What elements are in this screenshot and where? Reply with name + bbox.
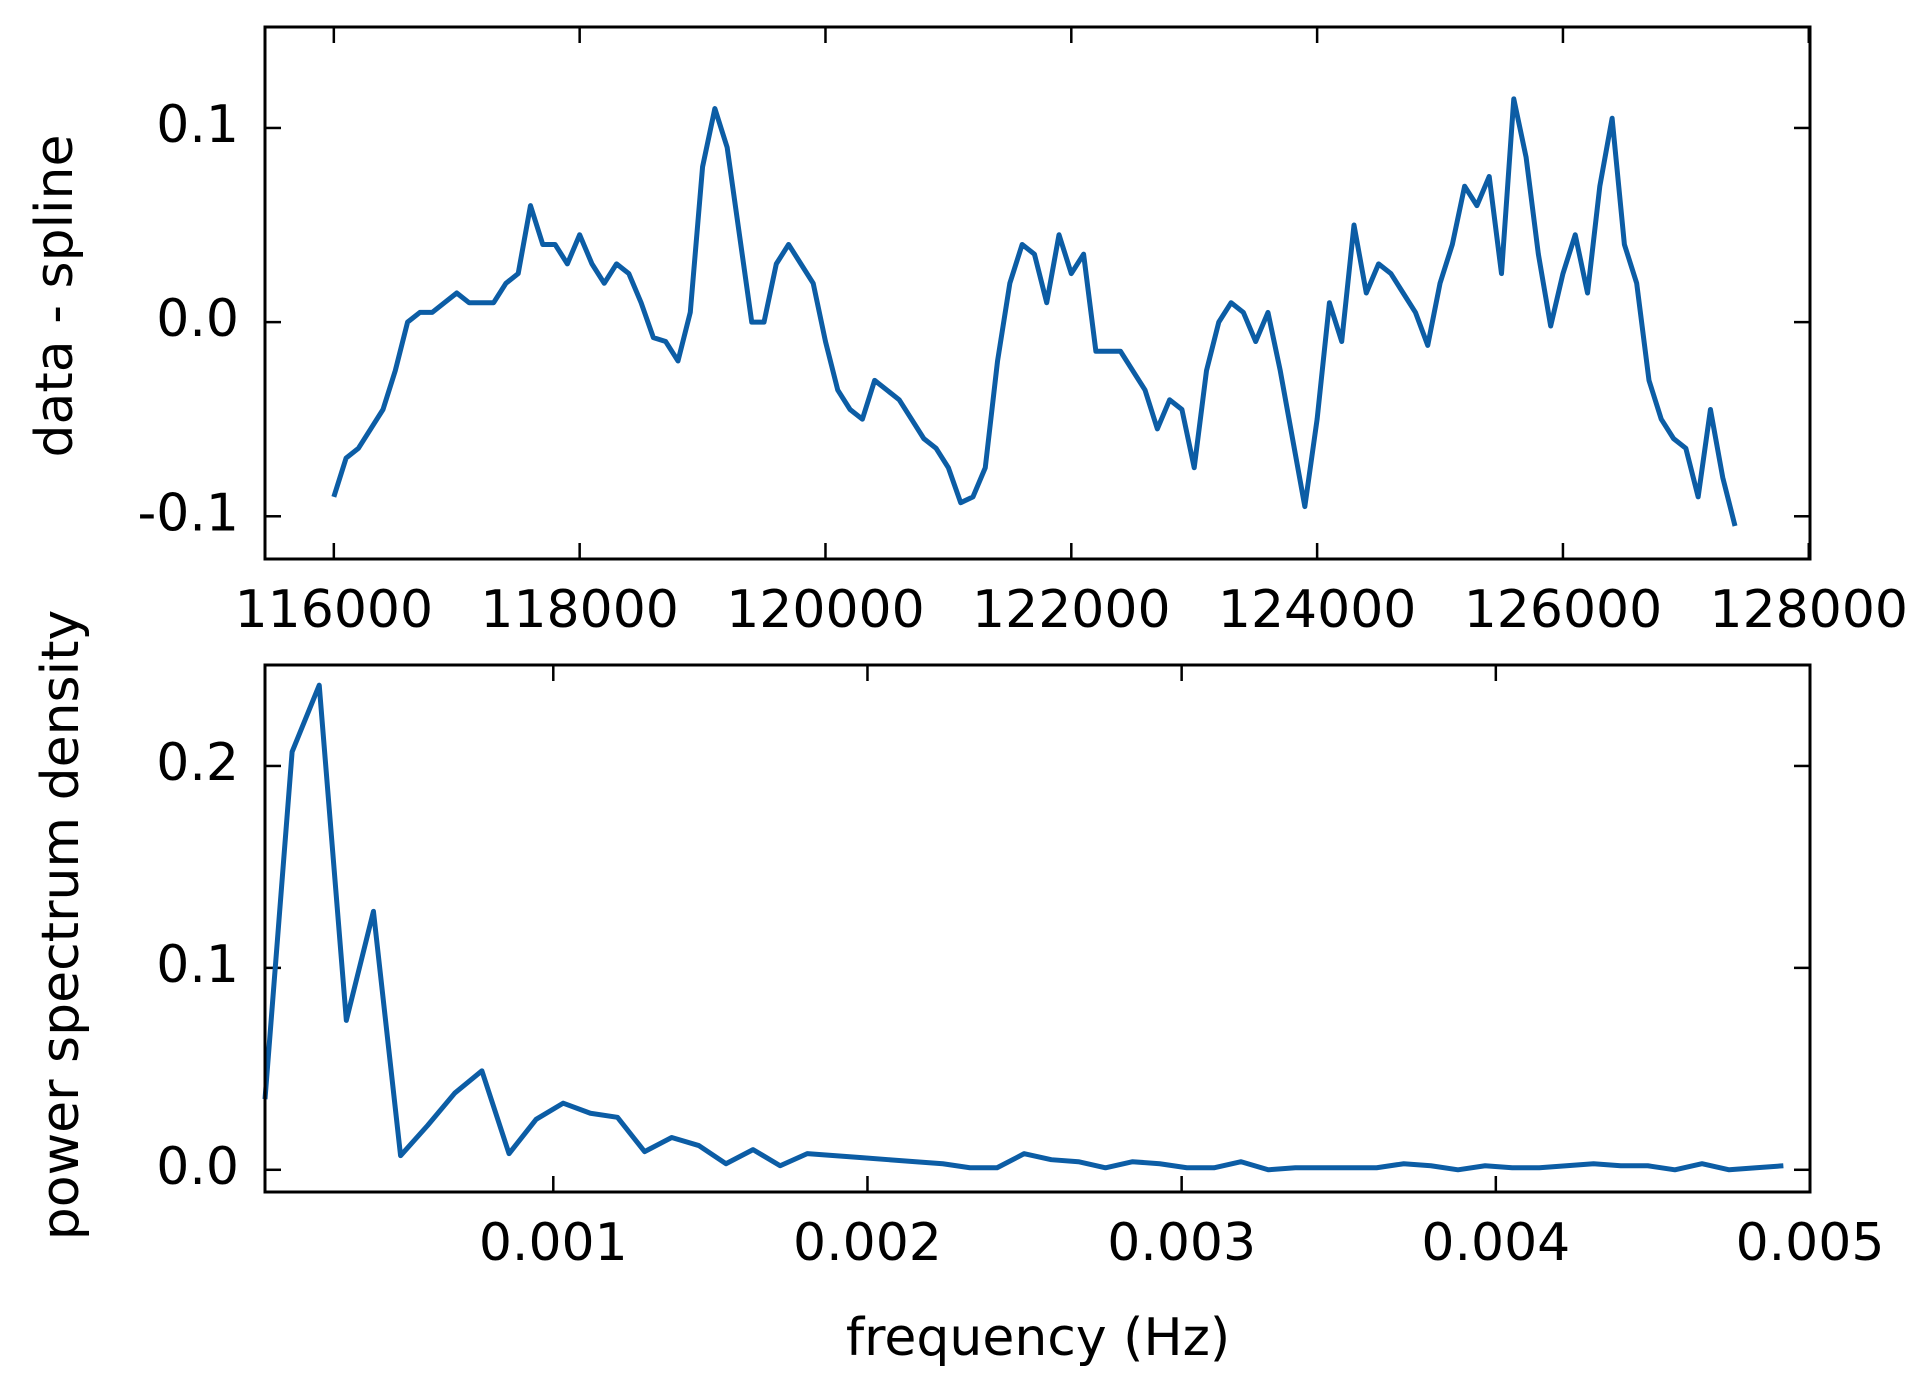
y-tick-label: -0.1 (138, 483, 239, 543)
x-tick-label: 116000 (235, 580, 434, 640)
y-tick-label: 0.1 (156, 95, 239, 155)
y-tick-label: 0.0 (156, 1137, 239, 1197)
x-tick-label: 0.005 (1736, 1213, 1885, 1273)
axes-frame (263, 25, 1812, 561)
x-axis-label: frequency (Hz) (846, 1308, 1230, 1368)
y-axis-label: data - spline (25, 135, 85, 458)
x-tick-label: 124000 (1218, 580, 1417, 640)
x-tick-label: 0.003 (1107, 1213, 1256, 1273)
y-axis-label: power spectrum density (31, 610, 91, 1241)
x-tick-label: 128000 (1710, 580, 1909, 640)
x-tick-label: 0.001 (479, 1213, 628, 1273)
x-tick-label: 0.002 (793, 1213, 942, 1273)
axes-frame (263, 663, 1812, 1194)
x-tick-label: 120000 (726, 580, 925, 640)
data-line (331, 96, 1738, 527)
x-tick-label: 0.004 (1421, 1213, 1570, 1273)
y-tick-label: 0.1 (156, 935, 239, 995)
y-tick-label: 0.0 (156, 289, 239, 349)
x-tick-label: 126000 (1464, 580, 1663, 640)
x-tick-label: 122000 (972, 580, 1171, 640)
x-tick-label: 118000 (480, 580, 679, 640)
y-tick-label: 0.2 (156, 733, 239, 793)
data-line (262, 682, 1784, 1173)
